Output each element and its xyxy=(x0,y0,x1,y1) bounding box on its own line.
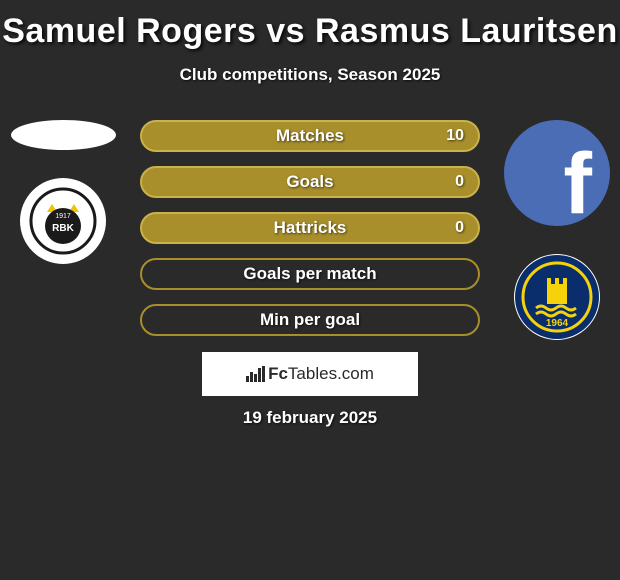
rosenborg-year: 1917 xyxy=(55,213,71,220)
brondby-badge: 1964 xyxy=(514,254,600,340)
brondby-icon: 1964 xyxy=(514,254,600,340)
stat-value: 10 xyxy=(446,127,464,145)
facebook-icon[interactable]: f xyxy=(504,120,610,226)
left-column: RBK 1917 xyxy=(8,120,118,264)
right-column: f 1964 xyxy=(502,120,612,340)
stat-bar-gpm: Goals per match xyxy=(140,258,480,290)
page-title: Samuel Rogers vs Rasmus Lauritsen xyxy=(0,0,620,51)
stat-bar-hattricks: Hattricks 0 xyxy=(140,212,480,244)
stat-value: 0 xyxy=(455,173,464,191)
subtitle: Club competitions, Season 2025 xyxy=(0,65,620,85)
stat-label: Goals xyxy=(286,172,333,192)
fctables-text: FcTables.com xyxy=(268,364,374,384)
stat-bar-mpg: Min per goal xyxy=(140,304,480,336)
stat-value: 0 xyxy=(455,219,464,237)
rosenborg-icon: RBK 1917 xyxy=(20,178,106,264)
left-ellipse xyxy=(11,120,116,150)
svg-text:RBK: RBK xyxy=(52,223,74,234)
fctables-logo[interactable]: FcTables.com xyxy=(202,352,418,396)
chart-icon xyxy=(246,366,264,382)
stat-label: Min per goal xyxy=(260,310,360,330)
date-label: 19 february 2025 xyxy=(0,408,620,428)
stat-bar-matches: Matches 10 xyxy=(140,120,480,152)
stat-bar-goals: Goals 0 xyxy=(140,166,480,198)
stat-label: Hattricks xyxy=(274,218,347,238)
rosenborg-badge: RBK 1917 xyxy=(20,178,106,264)
brondby-year: 1964 xyxy=(546,318,569,329)
stat-label: Matches xyxy=(276,126,344,146)
stat-label: Goals per match xyxy=(243,264,376,284)
stat-bars: Matches 10 Goals 0 Hattricks 0 Goals per… xyxy=(140,120,480,350)
